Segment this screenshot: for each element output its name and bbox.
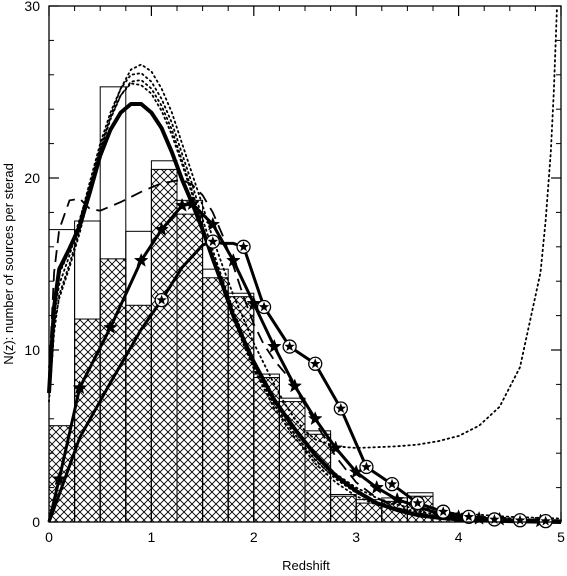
circled-star-marker-star bbox=[540, 515, 551, 526]
circled-star-marker-star bbox=[438, 506, 449, 517]
x-tick-label: 4 bbox=[455, 529, 463, 545]
hatched-histogram-bar bbox=[176, 213, 204, 523]
x-axis-label: Redshift bbox=[282, 558, 330, 573]
marker-layer bbox=[51, 196, 553, 529]
tick-layer: 0 1 2 3 4 5 0 10 20 30 bbox=[24, 0, 565, 545]
dotted-curve bbox=[48, 82, 562, 522]
x-tick-label: 2 bbox=[250, 529, 258, 545]
star-marker bbox=[185, 196, 200, 211]
star-marker bbox=[154, 221, 169, 236]
star-marker bbox=[266, 338, 282, 353]
circled-star-marker-star bbox=[310, 358, 321, 369]
star-marker bbox=[103, 319, 118, 334]
dotted-curve bbox=[48, 72, 562, 520]
circled-star-marker-star bbox=[335, 403, 347, 413]
circled-star-marker-star bbox=[207, 236, 219, 247]
star-marker bbox=[51, 471, 67, 486]
x-tick-label: 1 bbox=[148, 529, 156, 545]
x-tick-label: 3 bbox=[352, 529, 360, 545]
hatched-histogram-bar bbox=[125, 304, 152, 523]
star-marker bbox=[307, 411, 323, 426]
y-tick-label: 20 bbox=[24, 170, 40, 186]
circled-star-marker-star bbox=[514, 514, 526, 525]
hatched-histogram-bar bbox=[202, 277, 229, 523]
circled-star-marker-star bbox=[284, 341, 295, 351]
star-marker bbox=[389, 491, 405, 506]
dotted-curve bbox=[48, 8, 558, 449]
y-tick-label: 30 bbox=[24, 0, 40, 14]
y-tick-label: 0 bbox=[32, 514, 40, 530]
circled-star-marker-star bbox=[258, 301, 270, 312]
star-marker bbox=[72, 380, 88, 395]
circled-star-marker-star bbox=[412, 497, 423, 508]
hatched-histogram-bar bbox=[99, 258, 127, 523]
hatched-histogram-bar bbox=[330, 495, 357, 523]
star-marker bbox=[174, 197, 190, 212]
hatched-histogram-bar bbox=[74, 318, 101, 523]
circled-star-marker-star bbox=[361, 461, 372, 472]
circled-star-marker-star bbox=[463, 511, 475, 522]
star-marker bbox=[226, 252, 241, 267]
y-tick-label: 10 bbox=[24, 342, 40, 358]
star-marker bbox=[328, 440, 344, 455]
histogram-layer bbox=[48, 86, 511, 523]
star-marker bbox=[287, 378, 303, 393]
x-tick-label: 0 bbox=[45, 529, 53, 545]
circled-star-marker-star bbox=[386, 478, 398, 489]
x-tick-label: 5 bbox=[557, 529, 565, 545]
star-marker bbox=[133, 252, 149, 267]
dashed-curve bbox=[48, 178, 459, 521]
hatched-histogram-bar bbox=[278, 401, 306, 523]
circled-star-marker-star bbox=[238, 241, 249, 252]
circled-star-marker-star bbox=[489, 513, 500, 524]
star-marker bbox=[369, 479, 384, 494]
y-axis-label: N(z): number of sources per sterad bbox=[1, 163, 16, 365]
star-marker bbox=[246, 295, 262, 310]
hatched-histogram-bar bbox=[150, 168, 178, 523]
star-marker bbox=[205, 216, 221, 231]
circled-star-marker-star bbox=[156, 294, 167, 305]
